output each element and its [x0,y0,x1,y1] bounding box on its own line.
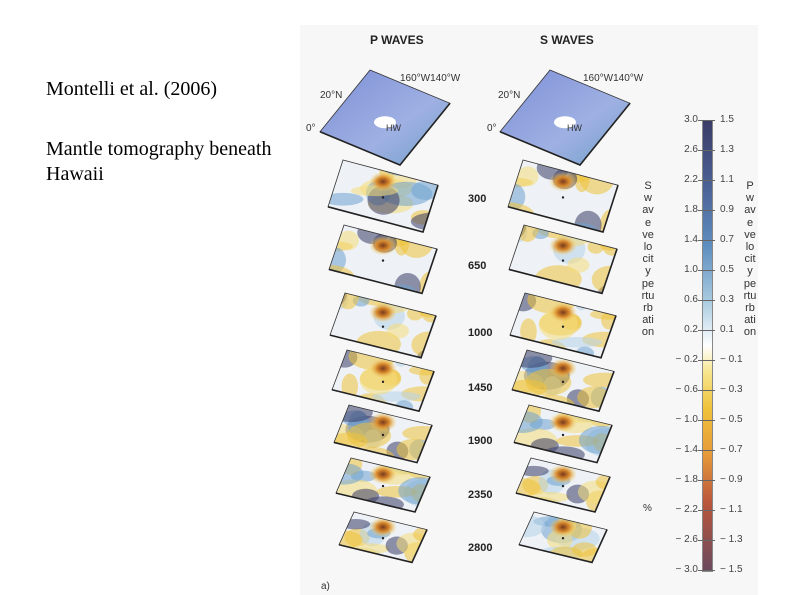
colorbar-tick-mark [698,150,715,151]
depth-slice-panel [338,511,428,564]
colorbar-tick-mark [698,240,715,241]
s-tick-label: 1.0 [684,264,698,275]
p-tick-label: − 1.3 [720,534,743,545]
depth-label: 650 [468,260,487,272]
s-tick-label: − 1.0 [675,414,698,425]
p-tick-label: − 0.1 [720,354,743,365]
s-lon-label: 160°W140°W [583,73,644,84]
depth-label: 1000 [468,327,493,339]
colorbar-tick-mark [698,480,715,481]
colorbar-tick-mark [698,510,715,511]
p-tick-label: 0.3 [720,294,734,305]
s-tick-label: − 3.0 [675,564,698,575]
depth-slice-panel [333,404,433,464]
s-tick-label: − 2.2 [675,504,698,515]
colorbar-tick-mark [698,210,715,211]
colorbar-tick-mark [698,420,715,421]
p-equator-label: 0° [306,123,316,134]
depth-slice-panel [518,511,608,564]
p-tick-label: 0.7 [720,234,734,245]
s-equator-label: 0° [487,123,497,134]
p-tick-label: 0.5 [720,264,734,275]
p-tick-label: 0.1 [720,324,734,335]
colorbar-tick-mark [698,360,715,361]
depth-label: 2800 [468,542,493,554]
s-tick-label: 1.8 [684,204,698,215]
s-tick-label: − 2.6 [675,534,698,545]
depth-slice-panel [507,159,619,233]
velocity-colorbar [702,120,713,572]
p-lon-label: 160°W140°W [400,73,461,84]
s-lat-label: 20°N [498,90,521,101]
p-tick-label: 1.1 [720,174,734,185]
p-tick-label: 0.9 [720,204,734,215]
p-lat-label: 20°N [320,90,343,101]
surface-map-panel [319,69,451,166]
s-tick-label: 0.2 [684,324,698,335]
p-tick-label: 1.3 [720,144,734,155]
p-tick-label: − 0.9 [720,474,743,485]
p-wave-axis-label: P wave velocity perturbation [743,180,757,339]
depth-slice-panel [515,457,611,513]
p-tick-label: − 0.7 [720,444,743,455]
panel-letter: a) [321,581,330,592]
s-tick-label: 2.6 [684,144,698,155]
depth-slice-panel [327,159,439,233]
colorbar-tick-mark [698,330,715,331]
p-tick-label: − 1.5 [720,564,743,575]
s-hotspot-label: HW [567,123,582,133]
percent-unit: % [643,503,652,514]
depth-label: 2350 [468,489,493,501]
colorbar-tick-mark [698,570,715,571]
caption-title: Montelli et al. (2006) [46,78,218,100]
depth-label: 300 [468,193,487,205]
depth-slice-panel [335,457,431,513]
s-tick-label: − 0.2 [675,354,698,365]
map-stack-graphic [319,69,631,564]
depth-label: 1450 [468,382,493,394]
s-wave-axis-label: S wave velocity perturbation [641,180,655,339]
s-tick-label: − 1.4 [675,444,698,455]
colorbar-tick-mark [698,300,715,301]
colorbar-tick-mark [698,540,715,541]
p-tick-label: 1.5 [720,114,734,125]
colorbar-tick-mark [698,120,715,121]
p-waves-heading: P WAVES [370,33,424,47]
s-tick-label: − 1.8 [675,474,698,485]
colorbar-tick-mark [698,270,715,271]
s-tick-label: 3.0 [684,114,698,125]
s-waves-heading: S WAVES [540,33,594,47]
depth-slice-panel [508,224,618,295]
p-tick-label: − 1.1 [720,504,743,515]
p-tick-label: − 0.5 [720,414,743,425]
depth-slice-panel [513,404,613,464]
colorbar-tick-mark [698,450,715,451]
s-tick-label: 2.2 [684,174,698,185]
surface-map-panel [499,69,631,166]
depth-slice-panel [328,224,438,295]
p-tick-label: − 0.3 [720,384,743,395]
colorbar-tick-mark [698,180,715,181]
p-hotspot-label: HW [386,123,401,133]
depth-slice-panel [511,349,615,413]
colorbar-tick-mark [698,390,715,391]
tomography-figure: P WAVES S WAVES 20°N 160°W140°W 0° HW 20… [300,25,758,595]
s-tick-label: 0.6 [684,294,698,305]
s-tick-label: 1.4 [684,234,698,245]
s-tick-label: − 0.6 [675,384,698,395]
depth-label: 1900 [468,435,493,447]
depth-slice-panel [329,292,437,359]
caption-description: Mantle tomography beneath Hawaii [46,138,272,185]
